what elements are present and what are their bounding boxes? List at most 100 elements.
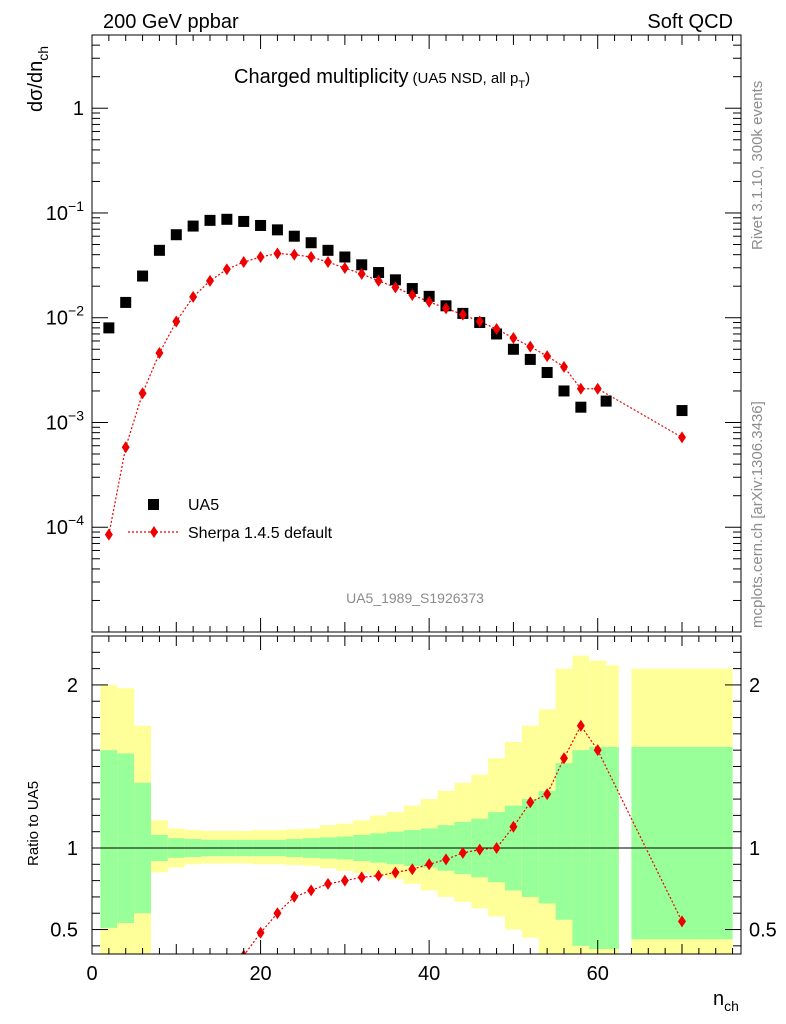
category-label: Soft QCD — [647, 11, 733, 33]
ratio-point — [509, 820, 518, 833]
sherpa-point — [222, 263, 231, 276]
ua5-point — [187, 220, 199, 232]
sherpa-point — [458, 308, 467, 321]
ua5-point — [120, 296, 132, 308]
x-tick-label: 40 — [418, 963, 440, 985]
ua5-point — [356, 259, 368, 271]
chart-subtitle: (UA5 NSD, all p — [413, 70, 519, 87]
ratio-clip-group — [240, 719, 686, 954]
sherpa-point — [121, 441, 130, 454]
sherpa-point — [324, 256, 332, 269]
y-label-main: dσ/dn — [25, 61, 47, 112]
ua5-point — [103, 322, 115, 334]
sherpa-point — [290, 248, 299, 261]
sherpa-point — [576, 382, 585, 395]
ua5-point — [238, 215, 250, 227]
uncertainty-bands — [100, 655, 733, 954]
ua5-point — [389, 274, 401, 286]
band-inner — [631, 746, 733, 940]
ratio-point — [560, 752, 568, 765]
sherpa-point — [307, 250, 316, 263]
sherpa-point — [256, 250, 265, 263]
chart-title-text: Charged multiplicity — [234, 66, 409, 88]
ratio-point — [273, 907, 282, 920]
sherpa-point — [560, 360, 568, 373]
ratio-point — [256, 926, 265, 939]
y-label-sub: ch — [35, 46, 51, 61]
chart-title: Charged multiplicity (UA5 NSD, all pT) — [234, 66, 530, 91]
sherpa-point — [509, 332, 518, 345]
y-axis-label: dσ/dnch — [25, 46, 51, 112]
y-tick-label: 1 — [73, 98, 84, 120]
y-tick-label: 10−1 — [46, 198, 84, 225]
main-frame — [91, 34, 742, 633]
analysis-id: UA5_1989_S1926373 — [346, 590, 484, 606]
sherpa-point — [189, 290, 198, 303]
rivet-label: Rivet 3.1.10, 300k events — [749, 81, 766, 250]
sherpa-point — [273, 247, 282, 260]
ratio-point — [458, 846, 467, 859]
ratio-point — [391, 866, 400, 879]
sherpa-point — [391, 281, 400, 294]
source-label: mcplots.cern.ch [arXiv:1306.3436] — [749, 401, 766, 628]
ua5-point — [507, 343, 519, 355]
legend-label-sherpa: Sherpa 1.4.5 default — [188, 525, 333, 542]
ratio-tick-label-right: 0.5 — [749, 920, 777, 942]
main-series-layer — [103, 213, 688, 541]
sherpa-point — [425, 295, 434, 308]
ua5-point — [676, 405, 688, 417]
ratio-point — [374, 869, 383, 882]
sherpa-point — [526, 340, 535, 353]
ua5-point — [558, 385, 570, 397]
y-tick-label: 10−4 — [46, 512, 84, 539]
sherpa-point — [155, 347, 164, 360]
ua5-point — [322, 244, 334, 256]
ua5-point — [137, 270, 149, 282]
ratio-series-layer — [240, 719, 686, 954]
legend-marker-ua5 — [148, 499, 159, 510]
ua5-point — [153, 244, 165, 256]
band-inner — [100, 750, 118, 928]
x-tick-label: 0 — [86, 963, 97, 985]
ua5-point — [406, 283, 418, 295]
ua5-point — [600, 395, 612, 407]
x-tick-label: 20 — [249, 963, 271, 985]
main-axes: 10−4 10−3 10−2 10−1 1 — [46, 34, 741, 633]
sherpa-point — [475, 315, 484, 328]
ratio-y-label: Ratio to UA5 — [25, 781, 42, 866]
sherpa-point — [357, 267, 366, 280]
ua5-point — [255, 219, 267, 231]
ratio-point — [324, 877, 332, 890]
sherpa-point — [442, 302, 450, 315]
ua5-point — [204, 214, 216, 226]
sherpa-point — [138, 387, 147, 400]
sherpa-point — [172, 315, 181, 328]
ua5-point — [575, 401, 587, 413]
chart-subtitle-sub: T — [518, 79, 525, 91]
ratio-panel: 0.5 0.5 1 1 2 2 Ratio to UA5 0 20 40 60 nch — [25, 635, 777, 1014]
energy-label: 200 GeV ppbar — [103, 11, 239, 33]
ratio-point — [593, 744, 602, 757]
x-tick-label: 60 — [587, 963, 609, 985]
y-tick-label: 10−2 — [46, 303, 84, 330]
ua5-point — [339, 251, 351, 263]
ratio-tick-label: 0.5 — [50, 920, 78, 942]
chart-subtitle-close: ) — [525, 70, 530, 87]
ratio-tick-label-right: 1 — [749, 838, 760, 860]
sherpa-point — [492, 323, 501, 336]
svg-text:dσ/dnch: dσ/dnch — [25, 46, 51, 112]
sherpa-point — [678, 431, 686, 444]
ratio-point — [678, 915, 686, 928]
sherpa-point — [206, 274, 214, 287]
sherpa-point — [104, 528, 113, 541]
band-inner — [117, 753, 135, 924]
ratio-point — [442, 853, 450, 866]
legend-label-ua5: UA5 — [188, 497, 219, 514]
sherpa-point — [239, 256, 248, 269]
x-axis-label: nch — [713, 988, 739, 1014]
y-tick-label: 10−3 — [46, 407, 84, 434]
legend-marker-sherpa — [150, 526, 158, 538]
sherpa-point — [593, 382, 602, 395]
ua5-point — [271, 224, 283, 236]
